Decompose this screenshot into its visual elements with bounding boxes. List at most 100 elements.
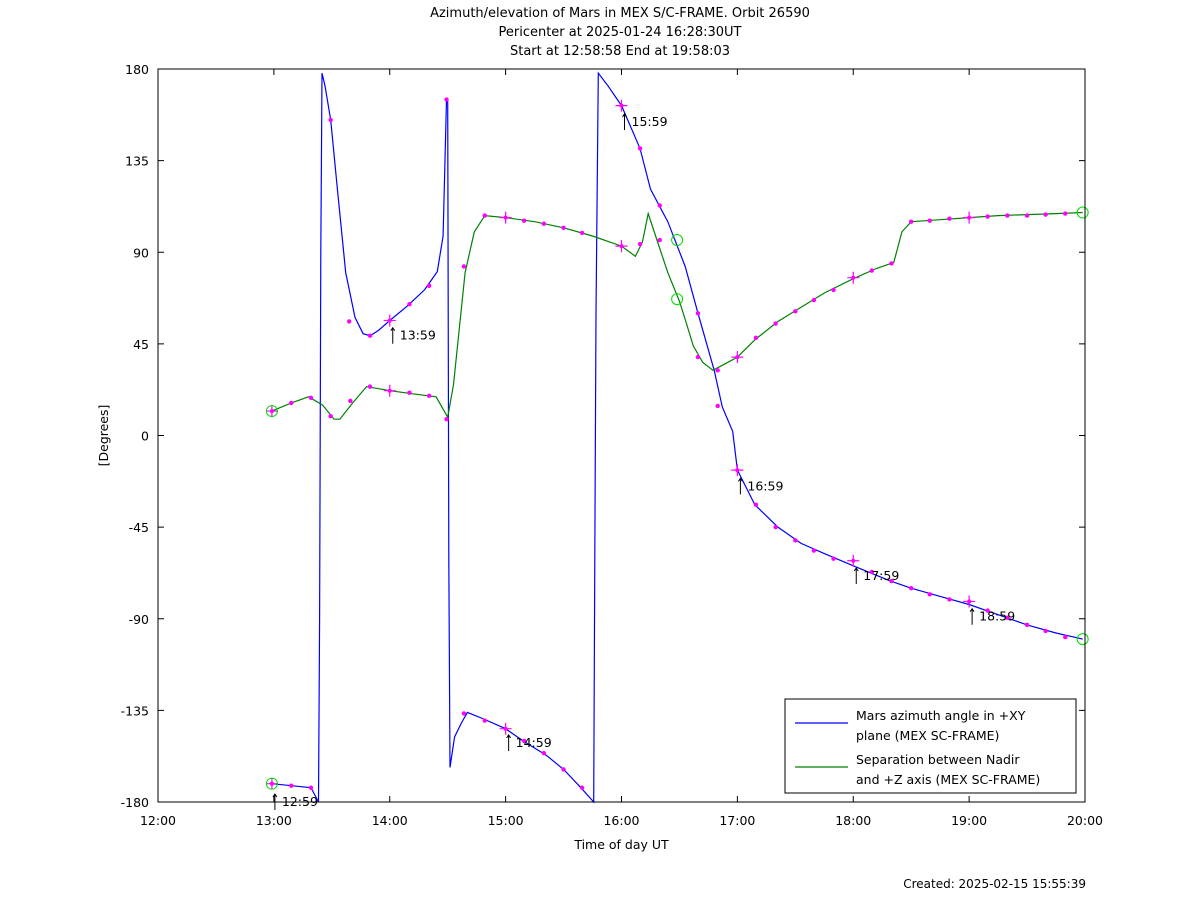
title-line-2: Pericenter at 2025-01-24 16:28:30UT <box>498 25 741 40</box>
data-point <box>407 390 412 395</box>
y-tick-label: -180 <box>121 795 149 810</box>
data-point <box>985 608 990 613</box>
event-circle <box>265 777 278 790</box>
data-point <box>579 230 585 236</box>
annotation-arrow <box>853 567 859 584</box>
data-point <box>461 711 467 716</box>
data-point <box>1043 212 1048 217</box>
annotation-arrow <box>737 477 743 495</box>
data-point <box>521 218 527 223</box>
data-point <box>967 599 972 604</box>
x-tick-label: 18:00 <box>835 813 871 828</box>
data-point <box>561 225 566 231</box>
data-point <box>426 393 432 398</box>
y-tick-label: -45 <box>129 520 149 535</box>
data-point <box>735 355 740 360</box>
data-point <box>482 213 487 218</box>
data-point <box>579 785 585 790</box>
x-tick-label: 19:00 <box>951 813 987 828</box>
data-point <box>831 287 836 293</box>
data-point <box>367 384 373 389</box>
data-point <box>851 275 856 280</box>
data-point <box>387 388 392 393</box>
data-point <box>753 502 759 507</box>
data-point <box>1063 211 1068 216</box>
title-line-1: Azimuth/elevation of Mars in MEX S/C-FRA… <box>430 6 810 21</box>
legend-label-1: plane (MEX SC-FRAME) <box>856 728 999 743</box>
data-point <box>967 215 972 220</box>
data-point <box>695 311 701 316</box>
data-point <box>1043 628 1048 634</box>
axes <box>157 68 1086 803</box>
event-circle <box>1076 206 1089 219</box>
created-timestamp: Created: 2025-02-15 15:55:39 <box>903 877 1086 891</box>
data-point <box>426 283 432 289</box>
data-point <box>541 750 547 756</box>
x-tick-label: 15:00 <box>488 813 524 828</box>
data-point <box>851 558 856 563</box>
time-annotation: 18:59 <box>979 609 1015 624</box>
time-annotation: 17:59 <box>863 568 899 583</box>
data-point <box>657 203 662 208</box>
data-point <box>541 221 547 226</box>
data-point <box>637 241 643 247</box>
data-point <box>308 395 314 401</box>
data-point <box>947 597 952 602</box>
data-point <box>461 264 467 269</box>
data-point <box>444 417 449 422</box>
time-annotation: 15:59 <box>632 114 668 129</box>
data-point <box>1005 615 1010 620</box>
data-point <box>753 335 759 340</box>
x-tick-label: 16:00 <box>603 813 639 828</box>
annotation-arrow <box>969 607 975 625</box>
legend-label-2: and +Z axis (MEX SC-FRAME) <box>856 772 1040 787</box>
data-point <box>346 319 352 324</box>
chart-title: Azimuth/elevation of Mars in MEX S/C-FRA… <box>430 6 810 59</box>
y-tick-label: -90 <box>129 612 149 627</box>
data-point <box>619 103 624 108</box>
data-point <box>407 301 412 307</box>
data-point <box>811 548 817 553</box>
data-point <box>521 738 527 744</box>
data-point <box>637 146 643 151</box>
x-tick-label: 20:00 <box>1067 813 1103 828</box>
annotation-arrow <box>390 326 396 344</box>
data-point <box>269 409 274 414</box>
x-tick-label: 17:00 <box>719 813 755 828</box>
data-point <box>1063 634 1068 640</box>
data-point <box>1005 213 1010 218</box>
data-point <box>328 117 333 123</box>
title-line-3: Start at 12:58:58 End at 19:58:03 <box>510 44 730 59</box>
data-point <box>695 354 701 360</box>
x-tick-label: 13:00 <box>256 813 292 828</box>
data-point <box>328 413 333 419</box>
data-point <box>289 400 294 406</box>
series-line-1 <box>271 71 1083 804</box>
time-annotation: 14:59 <box>516 735 552 750</box>
x-tick-label: 12:00 <box>140 813 176 828</box>
time-annotation: 13:59 <box>400 328 436 343</box>
data-point <box>444 97 449 102</box>
data-point <box>811 297 817 303</box>
data-point <box>947 216 952 221</box>
data-point <box>793 538 798 543</box>
tick-labels: 12:00 13:00 14:00 15:00 16:00 17:00 18:00 19:00… <box>121 62 1103 828</box>
data-point <box>561 767 566 772</box>
data-point <box>503 726 508 731</box>
y-tick-label: 45 <box>133 337 149 352</box>
y-axis-label: [Degrees] <box>96 405 111 467</box>
y-tick-label: 135 <box>125 154 149 169</box>
event-circle <box>671 234 684 247</box>
data-point <box>889 261 894 266</box>
y-tick-label: 90 <box>133 245 149 260</box>
data-point <box>715 403 720 409</box>
data-point <box>289 783 294 788</box>
x-tick-label: 14:00 <box>372 813 408 828</box>
data-point <box>927 218 932 223</box>
y-tick-label: 180 <box>125 62 149 77</box>
data-point <box>387 318 392 323</box>
data-point <box>773 321 778 326</box>
time-annotation: 16:59 <box>747 478 783 493</box>
